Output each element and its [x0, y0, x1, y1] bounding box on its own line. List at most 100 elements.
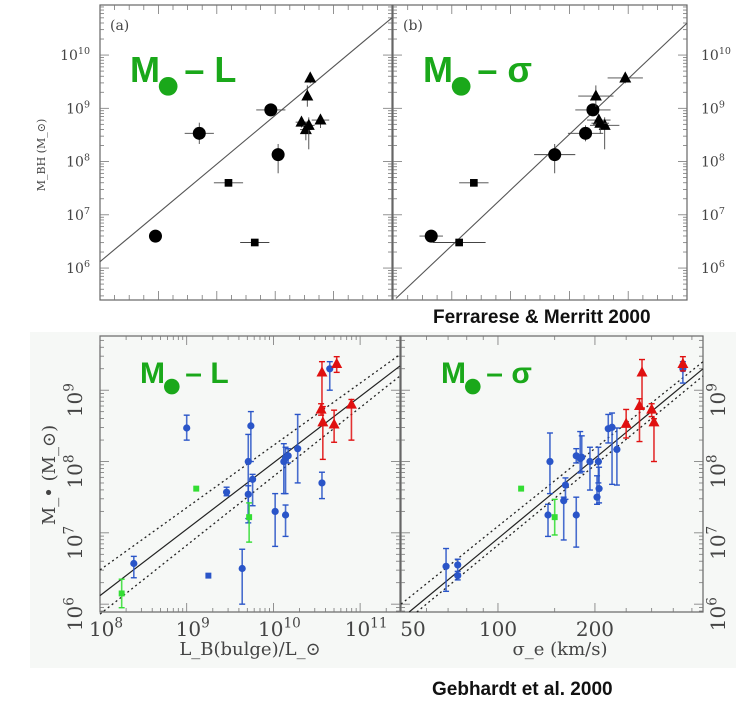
panel-b-mbh-sigma: 1010 109 108 107 106 (b)M – σ: [392, 4, 731, 301]
data-point: [594, 116, 607, 128]
data-point: [328, 418, 340, 429]
y-tick-label: 107: [705, 526, 730, 560]
plot-area: [393, 5, 687, 300]
data-point: [424, 229, 438, 243]
data-point: [636, 366, 648, 377]
data-point: [455, 238, 463, 247]
data-point: [551, 514, 558, 521]
relation-annotation: M – L: [130, 49, 236, 96]
data-point: [454, 561, 462, 569]
y-tick-label: 106: [705, 597, 730, 631]
data-point: [317, 416, 329, 427]
annotation-bullet: [451, 76, 471, 96]
data-point: [620, 417, 632, 428]
series-triangles: [578, 71, 643, 150]
y-tick-label: 106: [701, 259, 725, 277]
x-tick-label: 108: [89, 616, 123, 641]
data-point: [224, 179, 233, 187]
relation-annotation: M – L: [140, 357, 229, 395]
data-point: [589, 89, 602, 101]
data-point: [302, 118, 315, 130]
annotation-relation: – σ: [477, 49, 532, 90]
annotation-m: M: [140, 357, 165, 390]
confidence-lower-line: [416, 375, 704, 613]
series-squares: [213, 179, 270, 247]
data-point: [442, 562, 450, 570]
data-point: [579, 126, 593, 140]
data-point: [271, 507, 279, 516]
x-tick-label: 200: [576, 617, 614, 641]
data-point: [578, 453, 586, 461]
data-point: [295, 115, 308, 127]
data-point: [193, 485, 200, 492]
y-tick-label: 1010: [60, 46, 90, 64]
x-axis-label: L_B(bulge)/L_⊙: [179, 639, 320, 660]
data-point: [250, 238, 259, 247]
data-point: [205, 572, 212, 579]
data-point: [470, 179, 478, 187]
y-tick-label: 107: [66, 206, 90, 224]
annotation-bullet: [465, 378, 481, 395]
data-point: [518, 485, 525, 492]
series-green: [118, 485, 253, 609]
annotation-m: M: [423, 49, 453, 90]
data-point: [595, 485, 603, 493]
data-point: [608, 423, 616, 431]
data-point: [304, 71, 317, 83]
annotation-bullet: [164, 378, 180, 395]
data-point: [454, 572, 462, 580]
data-point: [646, 403, 658, 414]
panel-c-mbh-luminosity: 109 108 107 106 M – L 108 109 1010 1011 L_B(bulge)…: [39, 335, 401, 660]
data-point: [648, 416, 660, 427]
y-tick-label: 108: [705, 454, 730, 488]
x-axis-label: σ_e (km/s): [513, 639, 608, 660]
data-point: [561, 481, 570, 489]
plot-area: [100, 5, 392, 300]
annotation-relation: – σ: [486, 357, 532, 390]
data-point: [619, 71, 632, 83]
data-point: [586, 103, 600, 117]
x-tick-label: 50: [400, 617, 425, 641]
y-tick-label: 108: [701, 153, 725, 171]
annotation-relation: – L: [185, 357, 228, 390]
series-red: [620, 355, 689, 463]
data-point: [238, 564, 246, 573]
data-point: [316, 366, 328, 377]
annotation-m: M: [130, 49, 160, 90]
credit-ferrarese-merritt: Ferrarese & Merritt 2000: [433, 307, 651, 328]
data-point: [594, 457, 602, 466]
series-triangles: [295, 71, 330, 150]
data-point: [247, 422, 255, 430]
series-circles: [419, 103, 611, 243]
data-point: [331, 357, 343, 368]
fit-line: [395, 22, 688, 299]
y-tick-label: 107: [701, 206, 725, 224]
y-tick-label: 109: [66, 99, 90, 117]
x-tick-label: 1011: [345, 616, 388, 641]
data-point: [613, 445, 621, 453]
data-point: [315, 403, 327, 414]
series-blue: [442, 360, 687, 593]
plot-frame: [400, 335, 704, 613]
data-point: [586, 457, 594, 466]
data-point: [546, 457, 554, 466]
data-point: [294, 445, 302, 453]
data-point: [118, 590, 125, 597]
data-point: [244, 490, 252, 498]
series-squares: [432, 179, 489, 247]
data-point: [246, 514, 253, 521]
data-point: [183, 424, 191, 432]
panel-label: (a): [110, 18, 129, 34]
relation-annotation: M – σ: [441, 357, 532, 395]
data-point: [548, 148, 562, 162]
data-point: [314, 113, 327, 125]
data-point: [318, 479, 326, 487]
series-green: [518, 485, 558, 536]
data-point: [192, 126, 206, 140]
y-tick-label: 1010: [701, 46, 731, 64]
y-tick-label: 108: [62, 454, 87, 488]
annotation-relation: – L: [184, 49, 236, 90]
y-tick-label: 108: [66, 153, 90, 171]
